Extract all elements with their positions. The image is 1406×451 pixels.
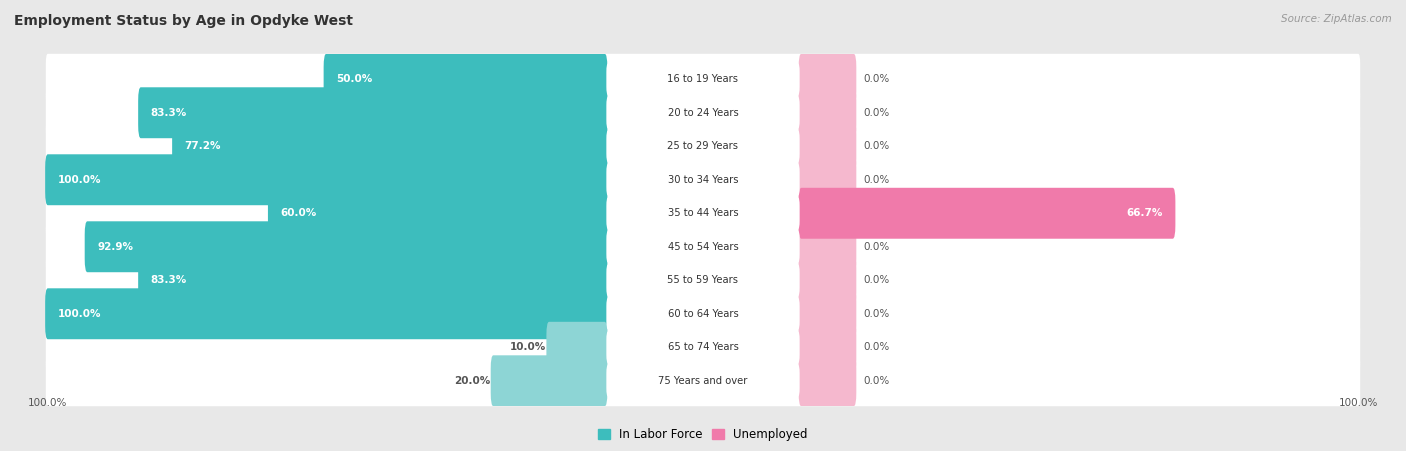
FancyBboxPatch shape (46, 288, 1360, 339)
Text: 50.0%: 50.0% (336, 74, 373, 84)
Text: 0.0%: 0.0% (863, 242, 890, 252)
FancyBboxPatch shape (46, 255, 1360, 306)
FancyBboxPatch shape (799, 322, 856, 373)
Text: 83.3%: 83.3% (150, 108, 187, 118)
FancyBboxPatch shape (799, 355, 856, 406)
FancyBboxPatch shape (46, 322, 1360, 373)
FancyBboxPatch shape (45, 154, 607, 205)
FancyBboxPatch shape (799, 54, 856, 105)
FancyBboxPatch shape (606, 97, 800, 129)
Text: 0.0%: 0.0% (863, 275, 890, 285)
FancyBboxPatch shape (799, 87, 856, 138)
FancyBboxPatch shape (606, 298, 800, 330)
Text: 0.0%: 0.0% (863, 342, 890, 352)
Text: 65 to 74 Years: 65 to 74 Years (668, 342, 738, 352)
Text: 0.0%: 0.0% (863, 376, 890, 386)
Text: 100.0%: 100.0% (58, 309, 101, 319)
Text: 100.0%: 100.0% (1339, 397, 1378, 408)
FancyBboxPatch shape (606, 265, 800, 296)
Text: 92.9%: 92.9% (97, 242, 134, 252)
FancyBboxPatch shape (46, 355, 1360, 406)
Text: 60 to 64 Years: 60 to 64 Years (668, 309, 738, 319)
FancyBboxPatch shape (606, 64, 800, 95)
FancyBboxPatch shape (491, 355, 607, 406)
FancyBboxPatch shape (606, 231, 800, 262)
FancyBboxPatch shape (46, 188, 1360, 239)
FancyBboxPatch shape (45, 288, 607, 339)
Legend: In Labor Force, Unemployed: In Labor Force, Unemployed (593, 423, 813, 446)
FancyBboxPatch shape (799, 288, 856, 339)
FancyBboxPatch shape (46, 121, 1360, 172)
FancyBboxPatch shape (323, 54, 607, 105)
FancyBboxPatch shape (606, 130, 800, 162)
Text: 55 to 59 Years: 55 to 59 Years (668, 275, 738, 285)
Text: 66.7%: 66.7% (1126, 208, 1163, 218)
FancyBboxPatch shape (799, 154, 856, 205)
FancyBboxPatch shape (606, 331, 800, 363)
FancyBboxPatch shape (547, 322, 607, 373)
FancyBboxPatch shape (138, 255, 607, 306)
Text: Employment Status by Age in Opdyke West: Employment Status by Age in Opdyke West (14, 14, 353, 28)
FancyBboxPatch shape (606, 365, 800, 396)
Text: 100.0%: 100.0% (28, 397, 67, 408)
FancyBboxPatch shape (46, 87, 1360, 138)
FancyBboxPatch shape (46, 54, 1360, 105)
Text: 25 to 29 Years: 25 to 29 Years (668, 141, 738, 151)
Text: 0.0%: 0.0% (863, 309, 890, 319)
FancyBboxPatch shape (606, 198, 800, 229)
FancyBboxPatch shape (799, 221, 856, 272)
FancyBboxPatch shape (172, 121, 607, 172)
FancyBboxPatch shape (799, 188, 1175, 239)
Text: 16 to 19 Years: 16 to 19 Years (668, 74, 738, 84)
Text: 0.0%: 0.0% (863, 175, 890, 185)
Text: 10.0%: 10.0% (509, 342, 546, 352)
Text: 77.2%: 77.2% (184, 141, 221, 151)
FancyBboxPatch shape (606, 164, 800, 195)
Text: Source: ZipAtlas.com: Source: ZipAtlas.com (1281, 14, 1392, 23)
Text: 0.0%: 0.0% (863, 108, 890, 118)
Text: 60.0%: 60.0% (280, 208, 316, 218)
Text: 75 Years and over: 75 Years and over (658, 376, 748, 386)
Text: 30 to 34 Years: 30 to 34 Years (668, 175, 738, 185)
FancyBboxPatch shape (46, 221, 1360, 272)
FancyBboxPatch shape (799, 255, 856, 306)
Text: 35 to 44 Years: 35 to 44 Years (668, 208, 738, 218)
Text: 0.0%: 0.0% (863, 141, 890, 151)
FancyBboxPatch shape (799, 121, 856, 172)
Text: 100.0%: 100.0% (58, 175, 101, 185)
FancyBboxPatch shape (46, 154, 1360, 205)
Text: 20 to 24 Years: 20 to 24 Years (668, 108, 738, 118)
Text: 83.3%: 83.3% (150, 275, 187, 285)
FancyBboxPatch shape (799, 188, 856, 239)
Text: 20.0%: 20.0% (454, 376, 491, 386)
Text: 45 to 54 Years: 45 to 54 Years (668, 242, 738, 252)
Text: 0.0%: 0.0% (863, 74, 890, 84)
FancyBboxPatch shape (269, 188, 607, 239)
FancyBboxPatch shape (84, 221, 607, 272)
FancyBboxPatch shape (138, 87, 607, 138)
